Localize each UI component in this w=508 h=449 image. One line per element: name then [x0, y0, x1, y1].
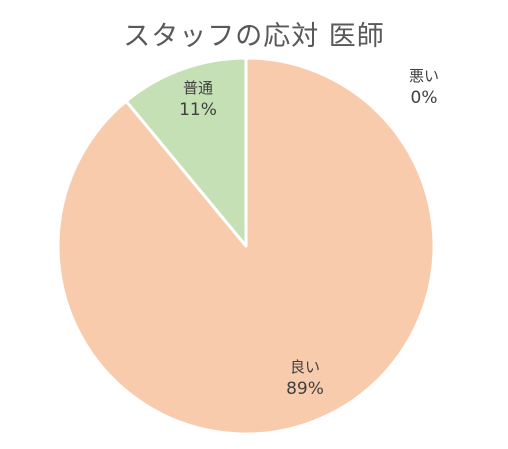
slice-value-bad: 0% — [411, 88, 438, 108]
slice-value-normal: 11% — [179, 100, 217, 120]
slice-label-normal: 普通 — [183, 79, 213, 97]
slice-label-good: 良い — [290, 358, 320, 376]
slice-value-good: 89% — [286, 379, 324, 399]
pie-slice-normal — [124, 56, 248, 248]
chart-title: スタッフの応対 医師 — [123, 21, 385, 52]
slice-label-bad: 悪い — [409, 67, 439, 85]
